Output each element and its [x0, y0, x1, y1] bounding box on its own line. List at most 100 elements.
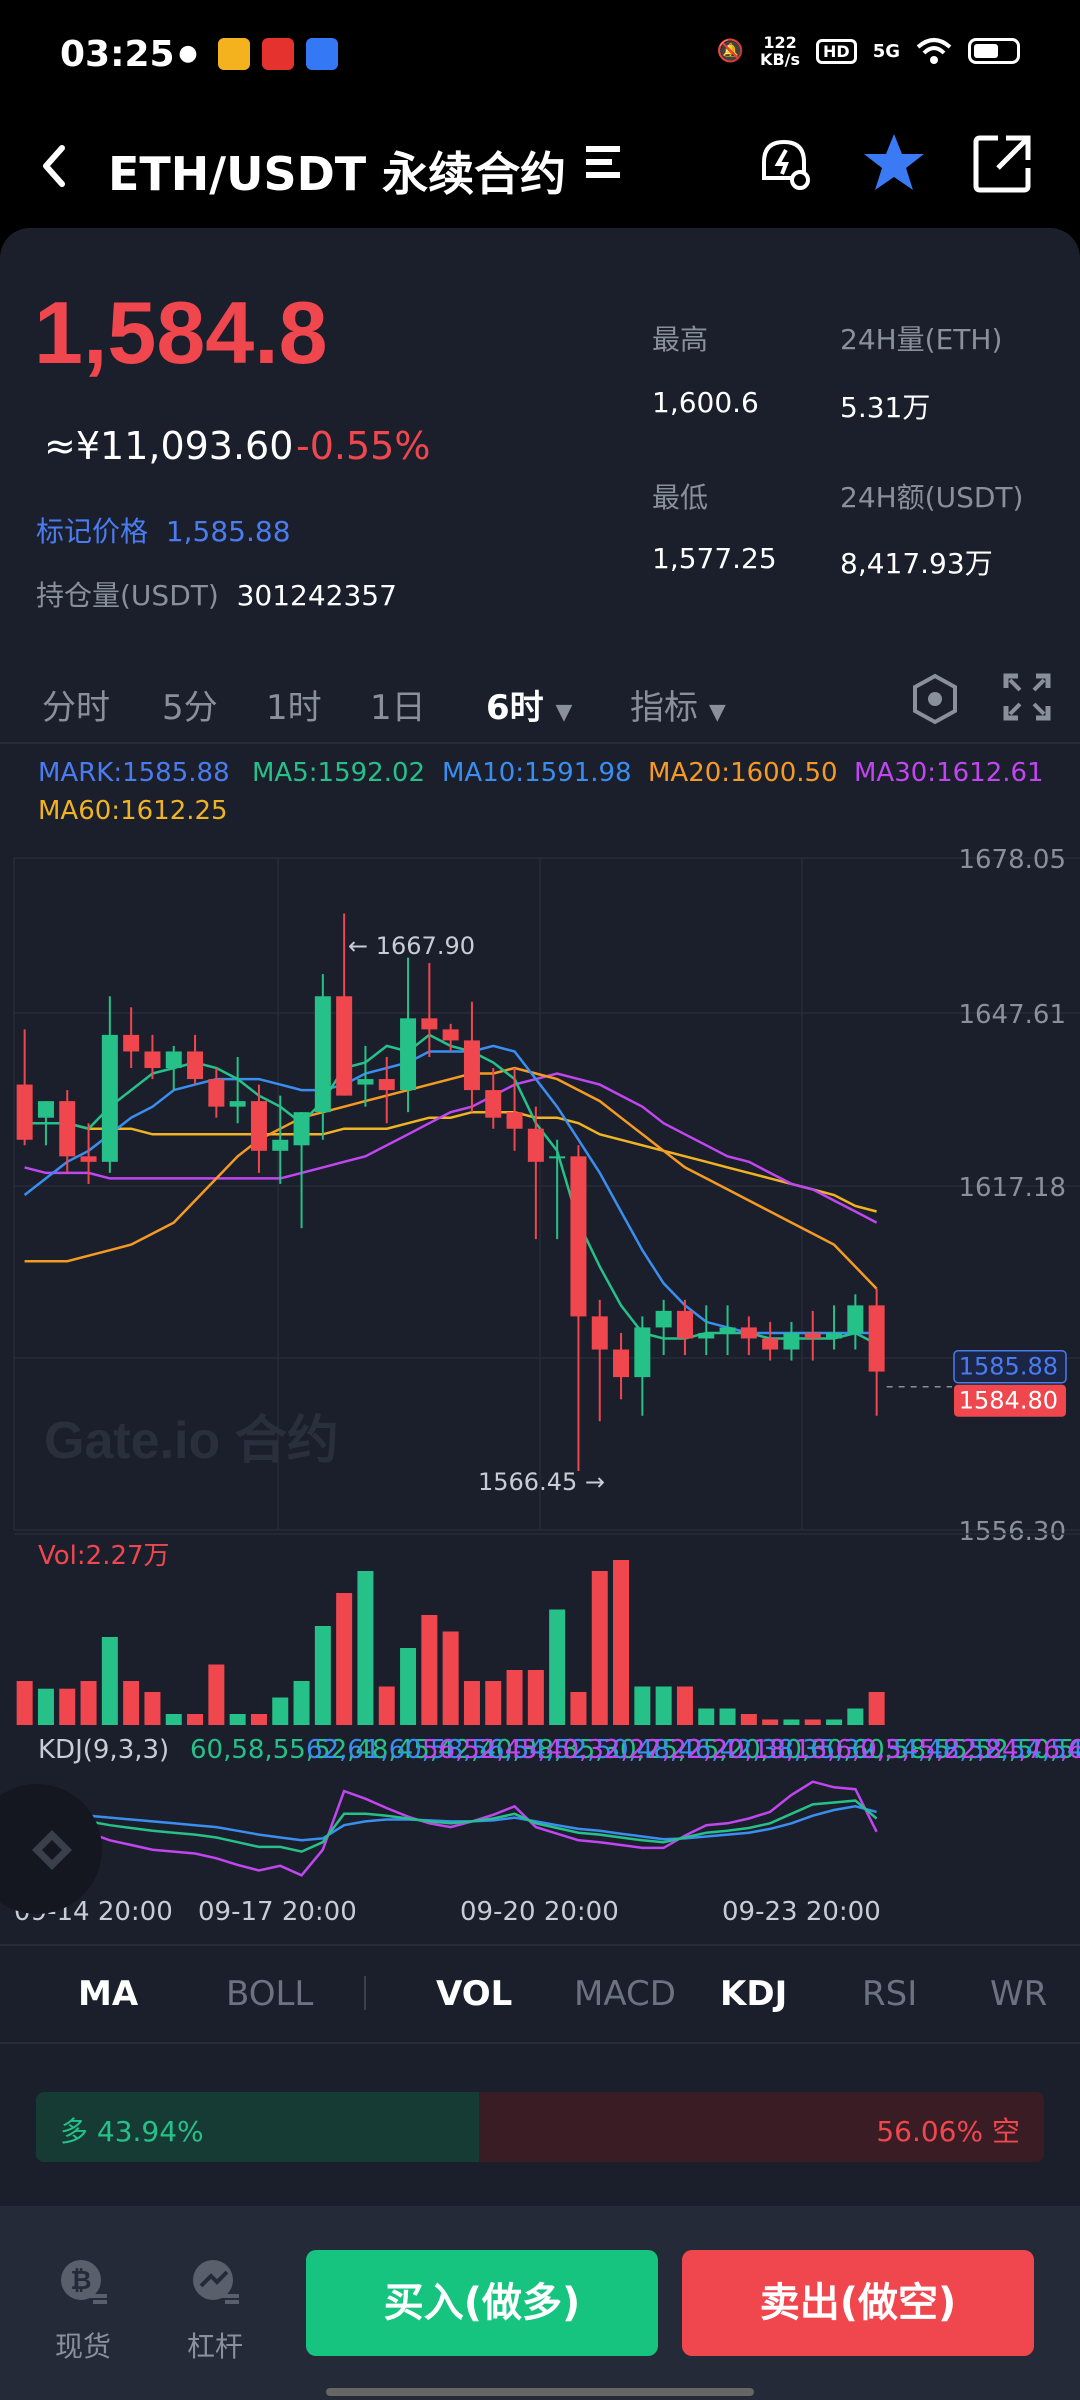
mark-price-tag-bg: [953, 1349, 1067, 1384]
volume-bar: [463, 1681, 480, 1725]
candle-body: [826, 1332, 843, 1339]
candle-body: [80, 1156, 97, 1162]
open-interest-row: 持仓量(USDT) 301242357: [36, 574, 397, 614]
candle-body: [442, 1029, 459, 1041]
volume-bar: [187, 1714, 204, 1725]
candle-body: [314, 996, 331, 1113]
price-change: -0.55%: [296, 424, 431, 468]
mute-icon: 🔕: [716, 38, 745, 64]
tab-line[interactable]: 分时: [42, 688, 110, 728]
watermark: Gate.io 合约: [44, 1412, 339, 1470]
svg-text:₿: ₿: [70, 2266, 91, 2296]
volume-label: Vol:2.27万: [38, 1541, 170, 1571]
share-icon[interactable]: [972, 132, 1034, 194]
back-arrow-icon[interactable]: [30, 136, 80, 196]
candle-body: [783, 1332, 800, 1350]
legend-ma5: MA5:1592.02: [252, 758, 426, 788]
floating-menu-button[interactable]: [0, 1784, 102, 1914]
volume-bar: [357, 1571, 374, 1725]
tab-indicators-label: 指标: [630, 688, 698, 728]
net-speed-unit: KB/s: [760, 50, 801, 69]
low-value: 1,577.25: [652, 542, 777, 575]
page-title[interactable]: ETH/USDT 永续合约: [108, 147, 567, 201]
volume-bar: [208, 1664, 225, 1725]
volume-bar: [847, 1708, 864, 1725]
volume-bar: [570, 1692, 587, 1725]
bitcoin-icon: ₿: [61, 2260, 107, 2304]
candle-body: [463, 1040, 480, 1091]
ind-ma[interactable]: MA: [78, 1974, 139, 2014]
amt24-label: 24H额(USDT): [840, 481, 1024, 514]
ma20-line: [24, 1066, 878, 1290]
tab-1d[interactable]: 1日: [370, 688, 426, 728]
ma5-line: [24, 1033, 878, 1346]
candle-body: [527, 1128, 544, 1162]
ind-macd[interactable]: MACD: [574, 1974, 676, 2014]
candle-body: [101, 1034, 118, 1162]
buy-long-button[interactable]: 买入(做多): [306, 2250, 658, 2356]
ind-vol[interactable]: VOL: [436, 1974, 513, 2014]
volume-bar: [59, 1688, 76, 1725]
candle-body: [336, 996, 353, 1096]
candle-body: [570, 1156, 587, 1317]
ratio-short-label: 56.06% 空: [876, 2115, 1020, 2148]
tab-1h[interactable]: 1时: [266, 688, 322, 728]
divider: [0, 742, 1080, 744]
candle-body: [144, 1051, 161, 1069]
candle-body: [698, 1332, 715, 1339]
ma60-line: [24, 1110, 877, 1213]
volume-bar: [80, 1681, 97, 1725]
fullscreen-icon[interactable]: [1002, 672, 1052, 722]
mark-price-label: 标记价格: [36, 515, 149, 548]
menu-icon[interactable]: [582, 140, 626, 184]
candle-body: [634, 1327, 651, 1378]
volume-bar: [719, 1708, 736, 1725]
margin-icon: [193, 2260, 239, 2304]
ind-wr[interactable]: WR: [990, 1974, 1048, 2014]
volume-bar: [101, 1637, 118, 1725]
candle-body: [59, 1101, 76, 1157]
net-speed: 122 KB/s: [760, 34, 800, 68]
x-tick-label: 09-20 20:00: [460, 1897, 619, 1927]
tab-indicators[interactable]: 指标 ▼: [630, 680, 726, 729]
tab-6h[interactable]: 6时 ▼: [486, 680, 572, 729]
candle-body: [847, 1305, 864, 1333]
volume-bar: [400, 1648, 417, 1725]
volume-bar: [740, 1714, 757, 1725]
caret-down-icon: ▼: [708, 700, 726, 725]
ind-kdj[interactable]: KDJ: [720, 1974, 788, 2014]
volume-bar: [272, 1697, 289, 1725]
margin-tab[interactable]: 杠杆: [170, 2256, 260, 2365]
tab-5m[interactable]: 5分: [162, 688, 218, 728]
sell-short-button[interactable]: 卖出(做空): [682, 2250, 1034, 2356]
tab-separator: [364, 1976, 366, 2010]
volume-bar: [826, 1719, 843, 1725]
ind-boll[interactable]: BOLL: [226, 1974, 314, 2014]
kline-chart[interactable]: Gate.io 合约 1678.05 1647.61 1617.18 1556.30 ← …: [0, 840, 1080, 1940]
spot-tab[interactable]: ₿ 现货: [38, 2256, 128, 2365]
kdj-d-label: 62,61,60,58,56,54,52,50,48,46,42,38,35,3…: [306, 1735, 1080, 1765]
volume-bar: [676, 1686, 693, 1725]
candle-body: [293, 1112, 310, 1146]
kdj-k-line: [24, 1799, 878, 1853]
status-indicators: 🔕 122 KB/s HD 5G: [717, 34, 1020, 68]
volume-bar: [527, 1670, 544, 1725]
chart-settings-icon[interactable]: [908, 672, 962, 726]
volume-bar: [783, 1719, 800, 1725]
ind-rsi[interactable]: RSI: [862, 1974, 918, 2014]
wechat-icon: ●: [178, 41, 198, 66]
candle-body: [421, 1018, 438, 1030]
favorite-star-icon[interactable]: [862, 130, 926, 194]
candle-body: [506, 1112, 523, 1129]
open-interest-label: 持仓量(USDT): [36, 579, 219, 612]
y-tick-label: 1556.30: [958, 1517, 1066, 1547]
candle-body: [655, 1310, 672, 1328]
legend-ma60: MA60:1612.25: [38, 796, 228, 826]
amt24-value: 8,417.93万: [840, 547, 993, 580]
spot-label: 现货: [54, 2330, 111, 2363]
volume-bar: [378, 1686, 395, 1725]
volume-bar: [144, 1692, 161, 1725]
mark-price-value: 1,585.88: [165, 515, 291, 548]
price-alert-icon[interactable]: [754, 132, 814, 196]
volume-bar: [250, 1714, 267, 1725]
